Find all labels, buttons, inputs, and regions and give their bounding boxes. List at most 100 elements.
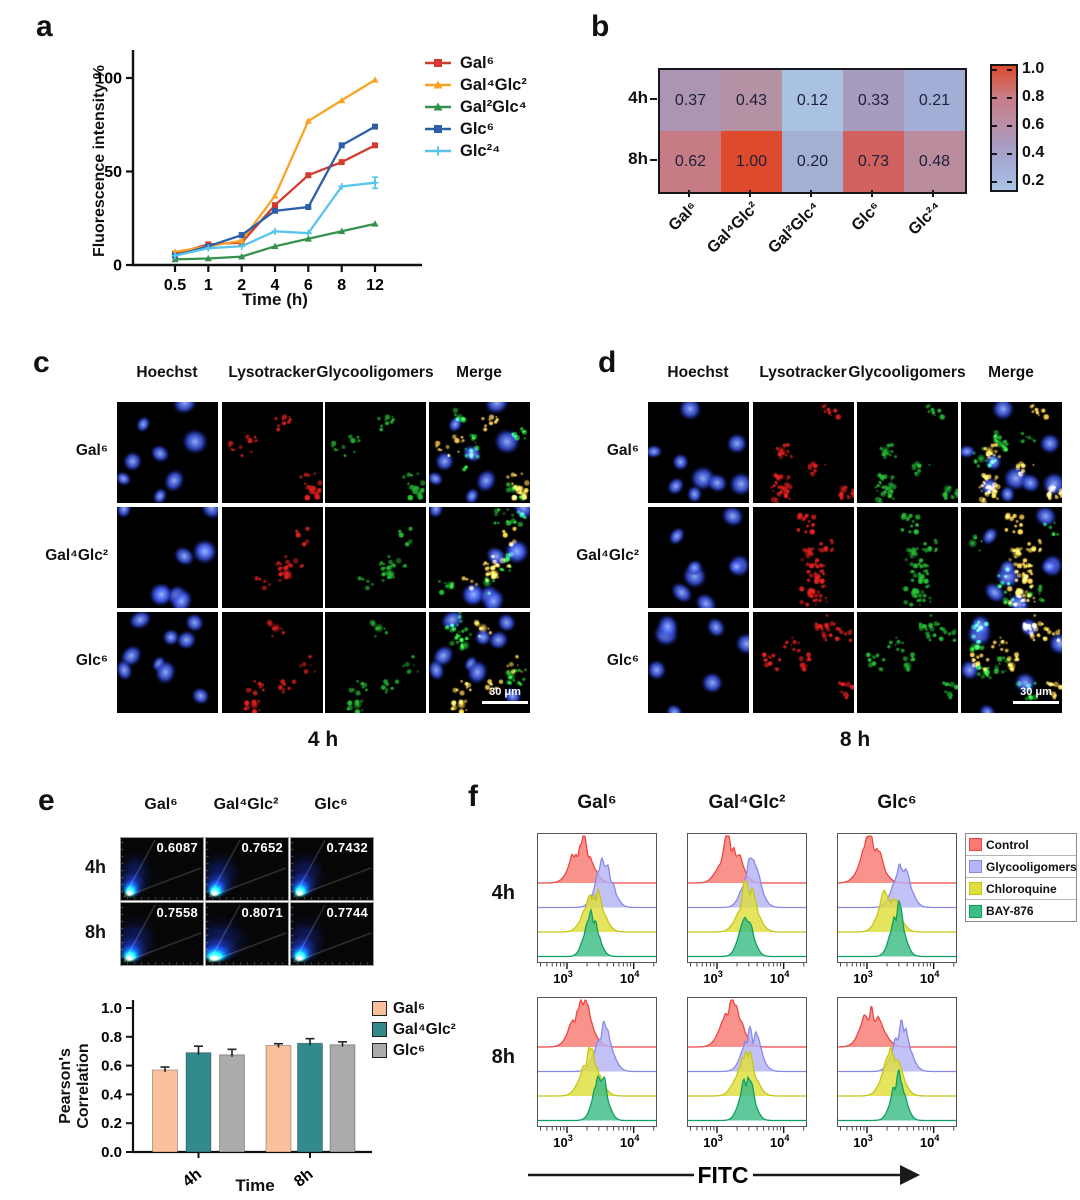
scatter-column-header: Glc⁶	[314, 796, 348, 813]
histogram-curve	[688, 999, 806, 1048]
x-tick-label: 1	[204, 277, 213, 294]
legend-item: Glc⁶	[424, 118, 594, 140]
flow-x-tick-label: 104	[770, 1133, 789, 1149]
y-tick-label: 50	[104, 164, 122, 181]
pearson-value: 0.6087	[156, 840, 198, 855]
pearson-value: 0.7432	[326, 840, 368, 855]
colocalization-scatter	[205, 837, 289, 901]
flow-column-header: Glc⁶	[877, 792, 917, 813]
microscopy-image-hoechst	[117, 507, 218, 608]
colorbar-tick	[1007, 153, 1012, 155]
colocalization-scatter	[290, 837, 374, 901]
heatmap-col-tick	[687, 190, 690, 197]
legend-item-label: Gal²Glc⁴	[460, 97, 527, 116]
flow-row-label: 4h	[491, 882, 515, 904]
legend-item-label: Glc²⁴	[460, 141, 501, 160]
pearson-value: 0.7652	[241, 840, 283, 855]
legend-item-label: Chloroquine	[986, 881, 1057, 896]
heatmap-cell: 0.12	[782, 70, 843, 131]
flow-histogram-plot: 103 104	[687, 997, 807, 1149]
histogram-curve	[538, 1020, 656, 1073]
bar-chart-x-axis-label: Time	[235, 1176, 275, 1195]
pearson-bar-chart: 0.0 0.2 0.4 0.6 0.8 1.0 4h 8h	[101, 1000, 372, 1191]
legend-swatch-icon	[969, 904, 982, 918]
panel-label-a: a	[36, 10, 53, 43]
microscopy-image-lyso	[753, 612, 854, 713]
pearson-value: 0.7744	[326, 905, 368, 920]
flow-x-tick-label: 103	[703, 969, 722, 985]
panel-d-caption: 8 h	[839, 728, 871, 751]
flow-histogram-plot: 103 104	[537, 997, 657, 1149]
microscopy-row-label: Gal⁶	[606, 442, 639, 459]
bar	[152, 1069, 178, 1153]
heatmap: 0.37 0.43 0.12 0.33 0.21 0.62 1.00 0.20 0.73 0.48	[658, 68, 967, 194]
microscopy-column-header: Merge	[456, 364, 502, 381]
flow-x-tick-label: 103	[553, 1133, 572, 1149]
bar-y-tick-label: 0.6	[101, 1058, 122, 1075]
microscopy-image-hoechst	[117, 402, 218, 503]
histogram-curve	[688, 879, 806, 933]
colorbar-tick	[992, 181, 997, 183]
heatmap-cell: 0.33	[843, 70, 904, 131]
histogram-curve	[688, 1024, 806, 1073]
microscopy-column-header: Glycooligomers	[316, 364, 434, 381]
bar	[329, 1044, 356, 1153]
legend-swatch-icon	[969, 838, 982, 851]
microscopy-image-lyso	[753, 402, 854, 503]
microscopy-image-glyco	[857, 402, 958, 503]
bar	[219, 1054, 245, 1153]
legend-item: Gal⁴Glc²	[424, 74, 594, 96]
colocalization-scatter	[290, 902, 374, 966]
histogram-curve	[538, 1074, 656, 1122]
flow-histogram-plot: 103 104	[837, 997, 957, 1149]
flow-row-label: 8h	[491, 1046, 515, 1068]
colocalization-scatter	[120, 902, 204, 966]
microscopy-image-lyso	[222, 402, 323, 503]
scatter-column-header: Gal⁴Glc²	[213, 796, 279, 813]
scale-bar: 30 μm	[475, 686, 535, 710]
microscopy-row-label: Glc⁶	[75, 652, 108, 669]
heatmap-cell: 0.37	[660, 70, 721, 131]
line-series	[174, 78, 376, 254]
microscopy-image-lyso	[753, 507, 854, 608]
legend-item: Gal⁶	[424, 52, 594, 74]
histogram-curve	[838, 1068, 956, 1122]
scale-bar-label: 30 μm	[489, 686, 521, 698]
flow-x-tick-label: 103	[553, 969, 572, 985]
fitc-axis-label: FITC	[697, 1162, 748, 1188]
legend-item-label: Glc⁶	[460, 119, 495, 138]
colorbar-tick	[992, 153, 997, 155]
legend-marker-icon	[425, 80, 451, 89]
scatter-row-label: 8h	[84, 922, 106, 942]
legend-marker-icon	[425, 146, 451, 156]
legend-item: Glycooligomers	[966, 856, 1077, 878]
legend-swatch-icon	[372, 1022, 387, 1037]
histogram-curve	[538, 1045, 656, 1097]
microscopy-image-hoechst	[648, 402, 749, 503]
panel-label-c: c	[33, 346, 50, 379]
histogram-curve	[838, 1019, 956, 1073]
colorbar-tick-label: 0.8	[1022, 88, 1045, 105]
legend-marker-icon	[425, 102, 451, 111]
legend-item: Gal⁶	[372, 998, 482, 1019]
microscopy-image-lyso	[222, 612, 323, 713]
panel-label-f: f	[468, 780, 478, 813]
heatmap-col-tick	[809, 190, 812, 197]
flow-x-tick-label: 103	[853, 969, 872, 985]
flow-x-tick-label: 103	[853, 1133, 872, 1149]
microscopy-image-hoechst	[117, 612, 218, 713]
heatmap-cell: 0.21	[904, 70, 965, 131]
pearson-value: 0.8071	[241, 905, 283, 920]
microscopy-image-lyso	[222, 507, 323, 608]
microscopy-image-glyco	[325, 507, 426, 608]
microscopy-image-glyco	[857, 612, 958, 713]
histogram-curve	[688, 916, 806, 958]
line-series	[174, 125, 376, 257]
colorbar-tick	[1007, 125, 1012, 127]
microscopy-row-label: Gal⁴Glc²	[576, 547, 639, 564]
flow-x-tick-label: 104	[920, 969, 939, 985]
bar	[185, 1052, 212, 1153]
bar	[265, 1044, 292, 1153]
bar-y-tick-label: 0.4	[101, 1086, 123, 1103]
